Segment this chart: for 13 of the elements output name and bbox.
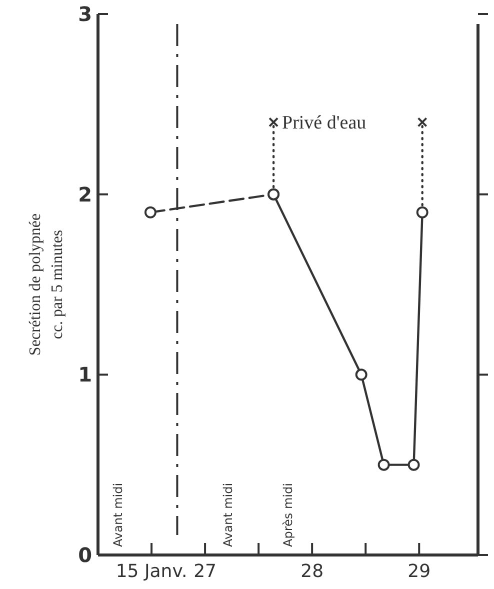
x-tick-label: 29 xyxy=(408,561,431,582)
y-tick-label: 0 xyxy=(78,543,92,567)
annotation: Avant midi xyxy=(111,482,126,547)
x-tick-label: 27 xyxy=(194,561,216,582)
y-tick-label: 1 xyxy=(78,362,92,387)
x-tick-label: 15 Janv. xyxy=(116,561,188,582)
x-tick-label: 28 xyxy=(300,561,324,582)
y-axis-title: Secrétion de polypnée cc. par 5 minutes xyxy=(27,213,66,356)
annotation: Privé d'eau xyxy=(282,112,367,134)
y-tick-label: 3 xyxy=(78,2,92,26)
annotation: Avant midi xyxy=(221,482,236,547)
annotation: Après midi xyxy=(281,483,296,547)
y-tick-label: 2 xyxy=(78,182,92,206)
